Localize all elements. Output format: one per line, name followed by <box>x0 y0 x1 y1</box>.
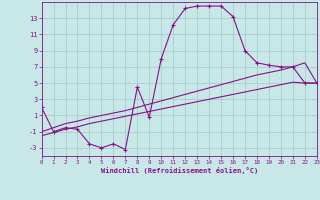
X-axis label: Windchill (Refroidissement éolien,°C): Windchill (Refroidissement éolien,°C) <box>100 167 258 174</box>
